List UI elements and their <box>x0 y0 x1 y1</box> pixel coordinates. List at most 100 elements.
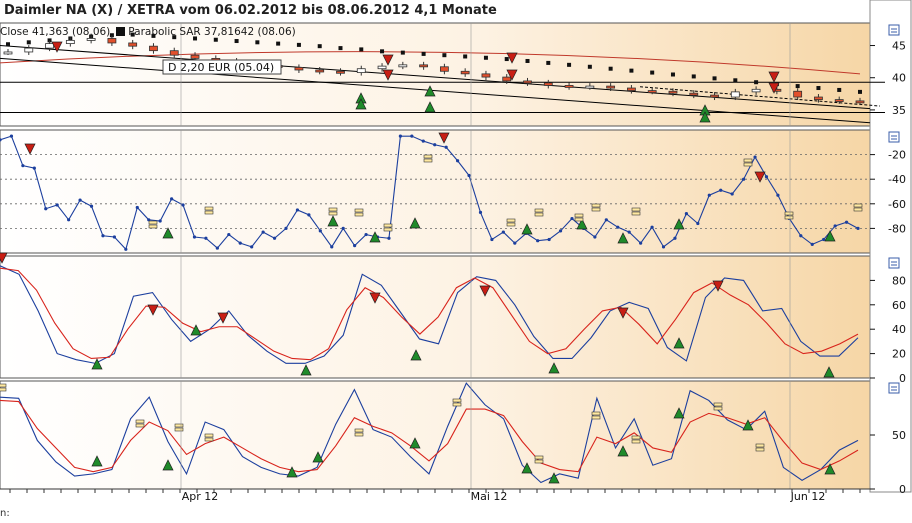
series-point <box>776 193 780 197</box>
buy-marker <box>824 230 836 242</box>
candle <box>751 88 761 93</box>
panel-menu-icon <box>888 24 900 36</box>
y-tick-label: 40 <box>892 72 906 85</box>
signal-marker <box>174 427 184 432</box>
candle <box>190 54 200 59</box>
sar-dot <box>483 55 488 60</box>
sar-dot <box>130 32 135 37</box>
sar-dot <box>6 42 10 47</box>
series-point <box>307 213 311 217</box>
sar-dot <box>525 58 530 63</box>
candle <box>523 80 532 84</box>
candle <box>855 100 865 104</box>
signal-marker <box>784 211 794 216</box>
price-legend: Close 41,363 (08.06) Parabolic SAR 37,816… <box>0 26 296 38</box>
candle <box>730 91 740 98</box>
sar-dot <box>837 87 842 92</box>
signal-marker <box>204 433 214 438</box>
signal-marker <box>383 223 393 228</box>
series-point <box>684 212 689 216</box>
series-point <box>341 226 345 230</box>
sar-dot <box>670 72 675 77</box>
panel-menu-icon <box>888 382 900 394</box>
series-point <box>364 232 368 237</box>
candle <box>149 45 158 52</box>
buy-marker <box>312 451 324 463</box>
signal-marker <box>328 211 338 216</box>
candle <box>502 76 512 82</box>
buy-marker <box>548 362 560 374</box>
y-tick-label: -80 <box>888 222 906 235</box>
y-tick-label: 0 <box>899 483 906 496</box>
candle <box>627 87 636 91</box>
dividend-annotation: D 2,20 EUR (05.04) <box>162 59 282 75</box>
sar-dot <box>26 40 31 45</box>
sell-marker <box>0 252 8 264</box>
candle <box>128 42 138 47</box>
series-point <box>444 145 448 149</box>
y-tick-label: 20 <box>892 348 906 361</box>
sell-marker <box>217 312 229 324</box>
sar-legend-swatch <box>116 27 126 36</box>
signal-marker <box>354 208 364 213</box>
sar-dot <box>754 80 759 85</box>
signal-marker <box>534 455 544 460</box>
series-point <box>55 203 59 207</box>
sar-dot <box>795 84 800 89</box>
sar-dot <box>276 41 281 46</box>
panel-menu-icon <box>888 131 900 143</box>
sell-marker <box>617 307 629 319</box>
signal-marker <box>506 218 516 223</box>
series-point <box>330 245 334 249</box>
signal-marker <box>713 402 723 407</box>
buy-marker <box>617 445 629 457</box>
series-point <box>158 219 162 223</box>
signal-marker <box>354 428 364 433</box>
signal-marker <box>174 423 184 428</box>
candle <box>336 70 345 74</box>
sar-dot <box>421 51 426 56</box>
candle <box>439 66 449 72</box>
y-tick-label: -40 <box>888 173 906 186</box>
buy-marker <box>521 462 533 474</box>
candle <box>356 68 366 73</box>
sell-marker <box>768 82 780 94</box>
sar-dot <box>608 66 613 71</box>
sar-dot <box>712 76 717 81</box>
candle <box>3 51 13 55</box>
series-point <box>719 188 723 192</box>
series-point <box>0 138 2 142</box>
signal-marker <box>506 222 516 227</box>
series-point <box>89 204 94 208</box>
signal-marker <box>423 154 433 159</box>
series-point <box>238 241 242 245</box>
sar-dot <box>255 40 260 45</box>
sar-dot <box>691 74 696 79</box>
buy-marker <box>286 466 298 478</box>
series-point <box>467 173 471 178</box>
panel-1-background <box>0 22 871 127</box>
y-tick-label: -60 <box>888 198 906 211</box>
series-point <box>536 239 540 243</box>
candle <box>294 67 304 71</box>
signal-marker <box>631 435 641 440</box>
series-point <box>261 230 265 234</box>
buy-marker <box>824 463 836 475</box>
series-point <box>387 236 391 240</box>
series-point <box>112 235 116 239</box>
series-point <box>433 143 437 147</box>
buy-marker <box>617 232 629 244</box>
close-legend: Close 41,363 (08.06) <box>0 26 111 38</box>
sell-marker <box>479 285 491 297</box>
sar-dot <box>296 42 301 47</box>
sar-dot <box>858 89 862 94</box>
series-point <box>730 192 734 196</box>
panel-2-background <box>0 129 871 254</box>
signal-marker <box>591 411 601 416</box>
series-point <box>799 234 803 238</box>
series-point <box>593 235 597 239</box>
buy-marker <box>424 101 436 113</box>
buy-marker <box>91 455 103 467</box>
